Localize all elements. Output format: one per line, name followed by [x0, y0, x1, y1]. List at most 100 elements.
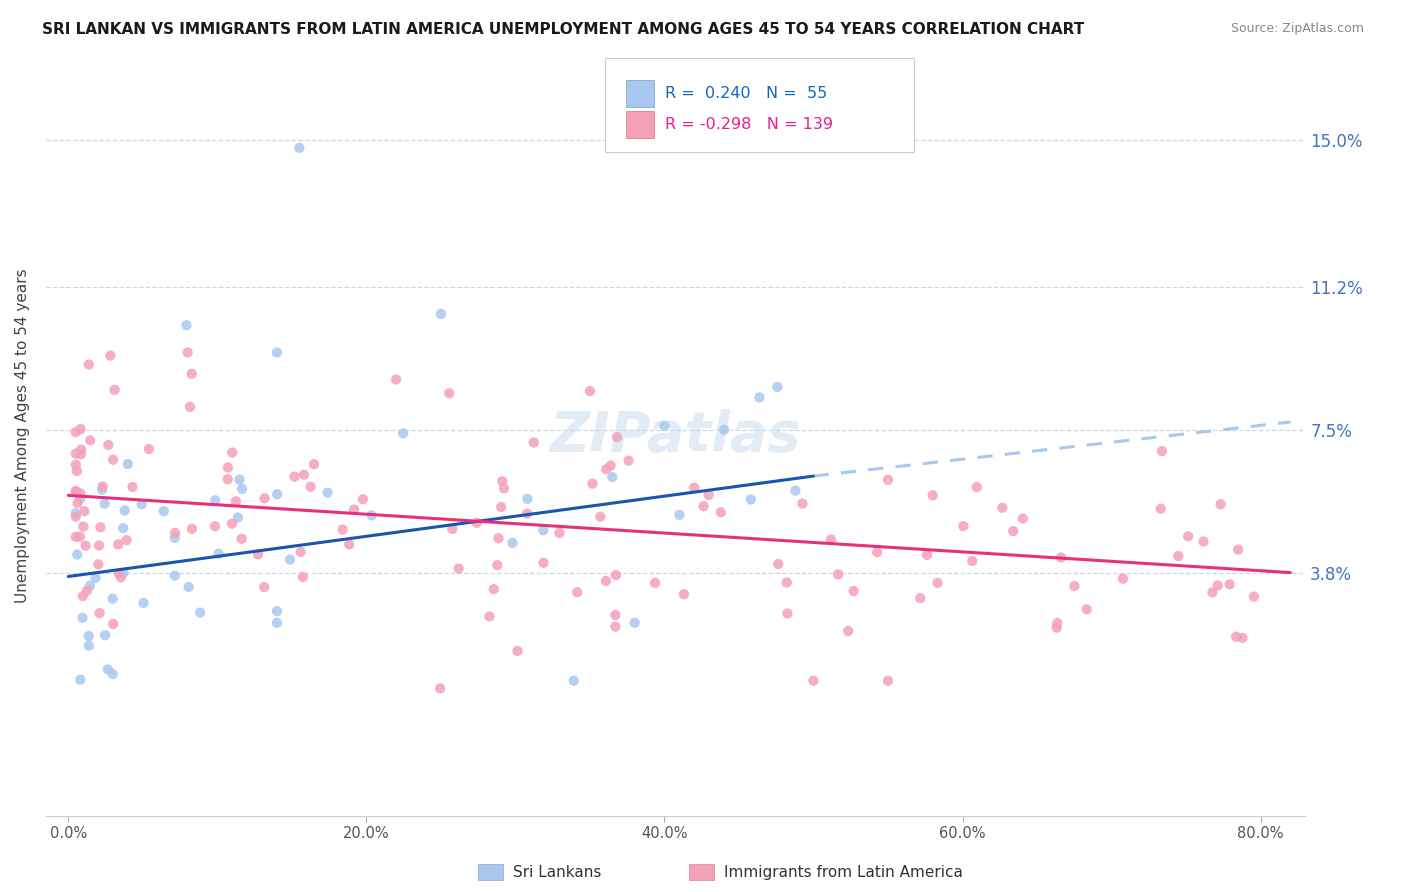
Point: [595, 462, 617, 476]
Point: [253, 580, 276, 594]
Point: [77, 629, 100, 643]
Point: [1046, 621, 1069, 635]
Point: [644, 575, 666, 590]
Point: [76, 583, 98, 598]
Point: [225, 494, 247, 508]
Point: [290, 545, 312, 559]
Point: [65, 446, 87, 460]
Point: [385, 372, 408, 386]
Point: [65, 506, 87, 520]
Point: [65, 509, 87, 524]
Point: [115, 533, 138, 548]
Point: [842, 584, 865, 599]
Text: Immigrants from Latin America: Immigrants from Latin America: [724, 865, 963, 880]
Point: [181, 522, 204, 536]
Point: [803, 673, 825, 688]
Point: [66, 548, 89, 562]
Point: [316, 485, 339, 500]
Point: [486, 558, 509, 573]
Point: [163, 531, 186, 545]
Point: [595, 574, 617, 588]
Point: [516, 507, 538, 521]
Point: [72, 589, 94, 603]
Point: [91, 479, 114, 493]
Point: [101, 452, 124, 467]
Point: [491, 475, 513, 489]
Point: [447, 561, 470, 575]
Point: [710, 505, 733, 519]
Point: [89, 606, 111, 620]
Point: [877, 673, 900, 688]
Point: [579, 384, 602, 398]
Point: [117, 457, 139, 471]
Point: [91, 483, 114, 497]
Point: [231, 532, 253, 546]
Point: [1150, 501, 1173, 516]
Point: [482, 582, 505, 596]
Point: [266, 604, 288, 618]
Point: [439, 386, 461, 401]
Point: [101, 591, 124, 606]
Point: [915, 548, 938, 562]
Point: [291, 570, 314, 584]
Point: [97, 438, 120, 452]
Point: [623, 615, 645, 630]
Point: [217, 460, 239, 475]
Point: [283, 469, 305, 483]
Point: [489, 500, 512, 514]
Point: [204, 519, 226, 533]
Point: [562, 673, 585, 688]
Point: [266, 487, 288, 501]
Point: [1243, 590, 1265, 604]
Point: [1150, 444, 1173, 458]
Point: [429, 681, 451, 696]
Point: [605, 607, 627, 622]
Point: [1046, 616, 1069, 631]
Point: [69, 491, 91, 506]
Point: [692, 499, 714, 513]
Point: [231, 482, 253, 496]
Point: [1201, 585, 1223, 599]
Point: [548, 525, 571, 540]
Point: [65, 483, 87, 498]
Point: [180, 367, 202, 381]
Point: [207, 547, 229, 561]
Y-axis label: Unemployment Among Ages 45 to 54 years: Unemployment Among Ages 45 to 54 years: [15, 268, 30, 603]
Point: [152, 504, 174, 518]
Point: [188, 606, 211, 620]
Point: [266, 345, 288, 359]
Point: [228, 473, 250, 487]
Point: [523, 435, 546, 450]
Point: [600, 470, 623, 484]
Point: [908, 591, 931, 606]
Text: Sri Lankans: Sri Lankans: [513, 865, 602, 880]
Point: [506, 644, 529, 658]
Point: [103, 617, 125, 632]
Point: [1209, 497, 1232, 511]
Point: [697, 488, 720, 502]
Point: [87, 558, 110, 572]
Point: [65, 425, 87, 439]
Point: [266, 615, 288, 630]
Point: [97, 663, 120, 677]
Point: [221, 445, 243, 459]
Point: [69, 486, 91, 500]
Text: R =  0.240   N =  55: R = 0.240 N = 55: [665, 87, 827, 101]
Point: [121, 480, 143, 494]
Point: [112, 521, 135, 535]
Point: [69, 673, 91, 687]
Point: [163, 568, 186, 582]
Point: [66, 464, 89, 478]
Point: [492, 481, 515, 495]
Point: [827, 567, 849, 582]
Point: [332, 523, 354, 537]
Point: [740, 492, 762, 507]
Point: [1076, 602, 1098, 616]
Point: [1192, 534, 1215, 549]
Point: [204, 493, 226, 508]
Point: [533, 556, 555, 570]
Point: [478, 609, 501, 624]
Point: [94, 628, 117, 642]
Point: [65, 530, 87, 544]
Point: [748, 391, 770, 405]
